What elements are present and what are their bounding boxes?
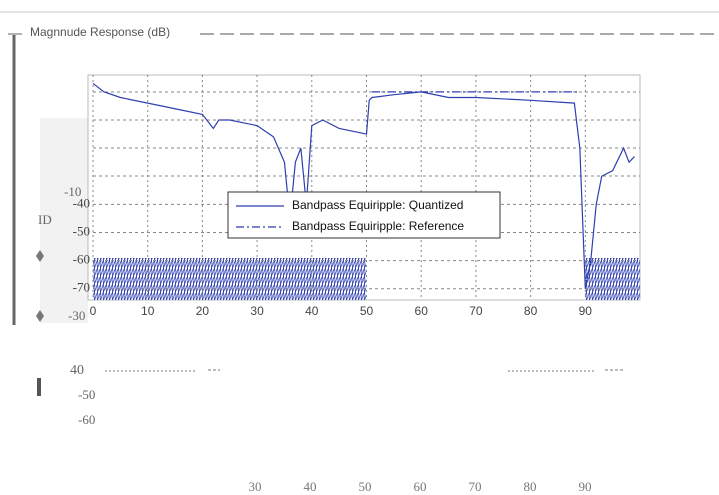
icon [37, 378, 41, 396]
y-tick-label: -60 [73, 252, 90, 267]
x-tick-label: 30 [250, 304, 264, 318]
legend-label: Bandpass Equiripple: Quantized [292, 198, 463, 212]
icon [36, 250, 44, 262]
x-tick-label: 50 [360, 304, 374, 318]
x-tick-label: 90 [579, 304, 593, 318]
ghost-label: -60 [78, 412, 95, 427]
x-tick-label: 40 [305, 304, 319, 318]
ghost-label: -10 [64, 184, 81, 199]
ghost-x-label: 90 [579, 479, 592, 494]
x-tick-label: 20 [196, 304, 210, 318]
ghost-label: ID [38, 212, 52, 227]
x-tick-label: 80 [524, 304, 538, 318]
ghost-label: 40 [70, 363, 84, 378]
x-tick-label: 10 [141, 304, 155, 318]
plot [92, 75, 640, 300]
y-tick-label: -70 [73, 280, 90, 295]
stopband-noise [93, 258, 366, 300]
legend-label: Bandpass Equiripple: Reference [292, 219, 464, 233]
legend [227, 191, 501, 239]
ghost-x-label: 70 [469, 479, 482, 494]
stopband-noise [585, 258, 640, 300]
ghost-label: -30 [68, 308, 85, 323]
ghost-x-label: 50 [359, 479, 372, 494]
x-tick-label: 70 [469, 304, 483, 318]
x-tick-label: 60 [415, 304, 429, 318]
ghost-x-label: 30 [249, 479, 262, 494]
ghost-x-label: 60 [414, 479, 427, 494]
ghost-x-label: 80 [524, 479, 537, 494]
ghost-label: -50 [78, 387, 95, 402]
line-series [92, 82, 635, 289]
ghost-panel [40, 118, 88, 323]
icon [36, 310, 44, 322]
x-tick-label: 0 [90, 304, 97, 318]
y-tick-label: -50 [73, 223, 90, 238]
ghost-x-label: 40 [304, 479, 317, 494]
panel-title: Magnnude Response (dB) [30, 25, 170, 39]
y-tick-label: -40 [73, 195, 90, 210]
upper-grid [93, 91, 640, 177]
